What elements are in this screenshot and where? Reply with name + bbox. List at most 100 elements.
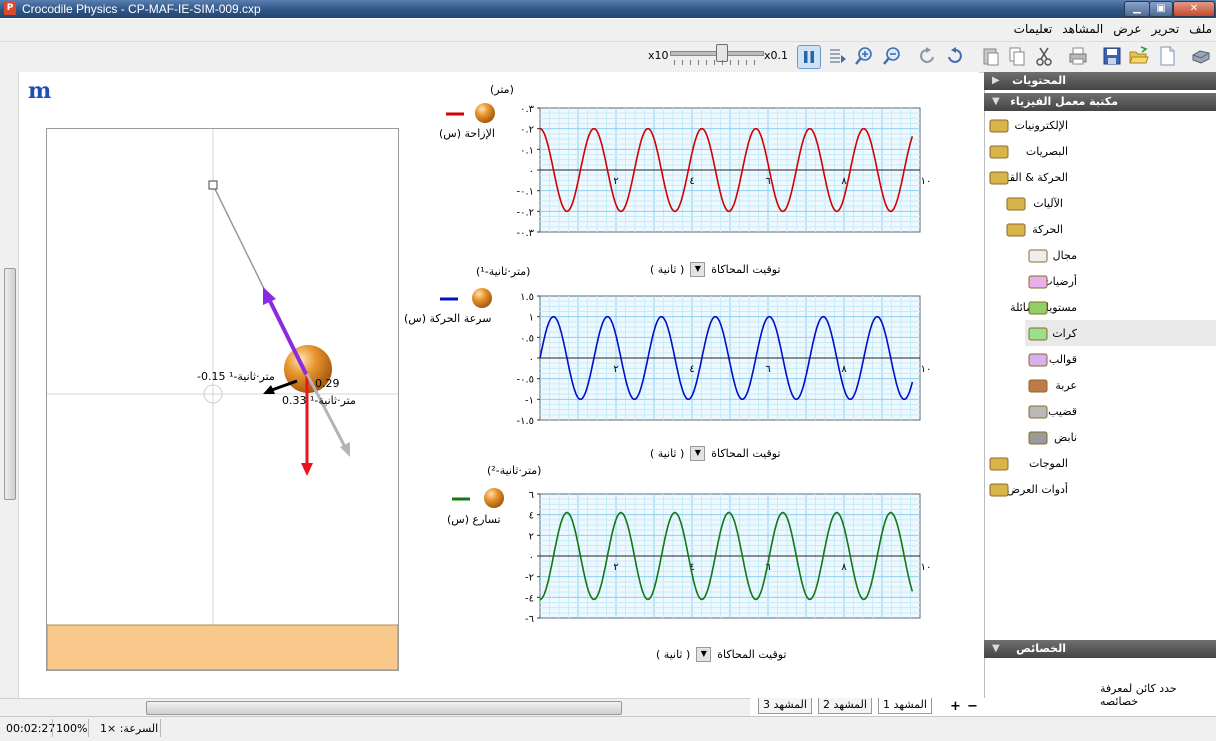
graph-acceleration[interactable]: ٦ ٤ ٢ ٠ -٢ -٤ -٦ ٢ ٤ ٦ ٨ ١٠ [505,486,935,626]
dropdown-arrow-icon[interactable]: ▼ [690,262,706,277]
add-scene-button[interactable]: + [950,699,961,714]
tree-item-label[interactable]: الحركة & القوى [995,171,1068,184]
copy-button[interactable] [1006,45,1028,67]
tree-item-label[interactable]: نابض [1054,431,1077,444]
inclined-planes-icon [1028,301,1048,315]
y-tick-label: -١.٥ [516,416,534,427]
graph-acceleration-ball-icon [484,488,504,508]
library-header-label: مكتبة معمل الفيزياء [1010,95,1118,108]
collapse-arrow-icon: ▼ [992,96,1000,107]
graph-displacement-time-selector[interactable]: توقيت المحاكاة ▼ ( ثانية ) [650,262,781,277]
x-tick-label: ٢ [613,364,618,375]
y-tick-label: ٠.٥ [520,333,534,344]
tree-item-label[interactable]: عربة [1055,379,1077,392]
zoom-out-icon [883,47,900,65]
menu: ملف تحرير عرض المشاهد تعليمات [1014,22,1212,36]
remove-scene-button[interactable]: − [967,699,978,714]
menu-edit[interactable]: تحرير [1151,22,1180,36]
zoom-in-icon [855,47,872,65]
zoom-out-button[interactable] [881,45,903,67]
y-tick-label: -٠.٥ [516,375,534,386]
pause-icon [804,51,814,63]
graph-velocity-time-selector[interactable]: توقيت المحاكاة ▼ ( ثانية ) [650,446,781,461]
tree-item-label[interactable]: أدوات العرض [1006,483,1068,496]
redo-button[interactable] [917,45,939,67]
y-tick-label: ١.٥ [520,292,534,303]
tree-item-label[interactable]: البصريات [1025,145,1068,158]
tree-item-label[interactable]: قضيب [1048,405,1077,418]
equilibrium-marker [203,384,223,404]
status-divider [52,719,53,737]
graph-acceleration-time-selector[interactable]: توقيت المحاكاة ▼ ( ثانية ) [656,647,787,662]
x-tick-label: ١٠ [921,364,932,375]
collapse-arrow-icon: ▼ [992,643,1000,654]
tree-item-label[interactable]: الإلكترونيات [1014,119,1068,132]
graph-acceleration-time-label: توقيت المحاكاة [717,648,787,661]
pivot-point[interactable] [208,180,218,190]
properties-header[interactable]: ▼ الخصائص [984,640,1216,658]
menu-help[interactable]: تعليمات [1013,22,1053,36]
y-tick-label: ١ [529,313,534,324]
tree-item-label[interactable]: قوالب [1048,353,1077,366]
menu-file[interactable]: ملف [1189,22,1212,36]
tab-scene-1[interactable]: المشهد 1 [878,698,932,714]
y-tick-label: -٦ [525,614,534,625]
graph-velocity[interactable]: ١.٥ ١ ٠.٥ ٠ -٠.٥ -١ -١.٥ ٢ ٤ ٦ ٨ ١٠ [505,288,935,428]
tree-item-label[interactable]: كرات [1052,327,1077,340]
graph-velocity-legend: سرعة الحركة (س) [404,312,492,325]
step-forward-button[interactable] [826,45,848,67]
zoom-in-button[interactable] [853,45,875,67]
vertical-scroll-thumb[interactable] [4,268,16,500]
open-button[interactable] [1128,45,1150,67]
library-panel [984,72,1216,698]
save-button[interactable] [1101,45,1123,67]
value-readout: 0.29 [315,377,340,390]
graph-velocity-time-unit: ( ثانية ) [650,447,685,460]
horizontal-scroll-thumb[interactable] [146,701,622,715]
graph-velocity-unit: (متر·ثانية-¹) [476,265,531,278]
title-bar [0,0,1216,18]
contents-header[interactable]: ▶ المحتويات [984,72,1216,90]
graph-acceleration-unit: (متر·ثانية-²) [487,464,542,477]
y-tick-label: ٠ [529,552,534,563]
tree-item-label[interactable]: مجال [1052,249,1077,262]
new-button[interactable] [1156,45,1178,67]
menu-view[interactable]: عرض [1113,22,1142,36]
graph-velocity-ball-icon [472,288,492,308]
mechanisms-folder-icon [1006,197,1026,211]
x-tick-label: ٤ [689,364,694,375]
minimize-button[interactable]: ▁ [1124,1,1150,17]
speed-min-label: x0.1 [764,49,789,62]
field-icon [1028,249,1048,263]
floor[interactable] [47,624,398,670]
undo-button[interactable] [943,45,965,67]
motion-folder-icon [1006,223,1026,237]
dropdown-arrow-icon[interactable]: ▼ [690,446,706,461]
scenes-button[interactable] [1190,45,1212,67]
cut-button[interactable] [1033,45,1055,67]
pendulum-scene[interactable]: -0.15 متر·ثانية-¹ 0.29 0.33 متر·ثانية-¹ [46,128,399,671]
tree-item-label[interactable]: الحركة [1032,223,1063,236]
dropdown-arrow-icon[interactable]: ▼ [696,647,712,662]
speed-max-label: x10 [648,49,669,62]
y-tick-label: -٠.٣ [516,228,534,239]
floors-icon [1028,275,1048,289]
app-logo: m [28,78,52,104]
tab-scene-2[interactable]: المشهد 2 [818,698,872,714]
tree-item-label[interactable]: الآليات [1033,197,1063,210]
menu-scenes[interactable]: المشاهد [1062,22,1104,36]
tree-item-label[interactable]: أرضيات [1042,275,1077,288]
paste-button[interactable] [980,45,1002,67]
x-tick-label: ٨ [841,364,847,375]
print-button[interactable] [1067,45,1089,67]
tab-scene-3[interactable]: المشهد 3 [758,698,812,714]
graph-displacement[interactable]: ٠.٣ ٠.٢ ٠.١ ٠ -٠.١ -٠.٢ -٠.٣ ٢ ٤ ٦ ٨ ١٠ [505,100,935,240]
graph-displacement-ball-icon [475,103,495,123]
pause-button[interactable] [797,45,821,69]
maximize-button[interactable]: ▣ [1149,1,1173,17]
status-divider [160,719,161,737]
undo-icon [948,47,962,63]
tree-item-label[interactable]: الموجات [1029,457,1068,470]
close-button[interactable]: ✕ [1173,1,1215,17]
library-header[interactable]: ▼ مكتبة معمل الفيزياء [984,93,1216,111]
